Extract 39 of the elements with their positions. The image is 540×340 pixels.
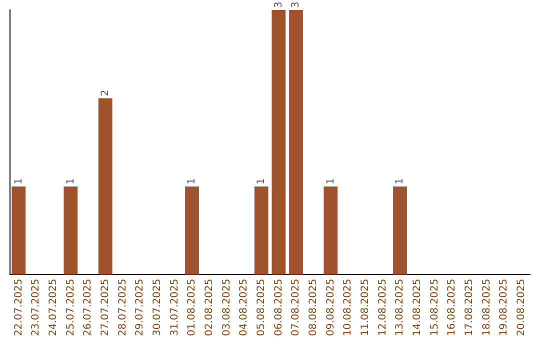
data-label: 1 (13, 178, 24, 184)
x-tick-label: 08.08.2025 (308, 278, 319, 336)
data-label: 3 (290, 2, 302, 8)
data-label: 1 (186, 178, 198, 184)
x-tick-label: 13.08.2025 (394, 278, 406, 336)
x-tick-label: 10.08.2025 (342, 278, 354, 336)
x-tick-label: 04.08.2025 (238, 278, 250, 336)
x-tick-label: 03.08.2025 (221, 278, 232, 336)
x-tick-label: 31.07.2025 (169, 278, 180, 336)
x-tick-label: 17.08.2025 (464, 278, 475, 336)
x-tick-label: 25.07.2025 (65, 278, 76, 336)
data-label: 1 (256, 178, 267, 184)
data-label: 1 (65, 178, 76, 184)
x-tick-label: 23.07.2025 (30, 278, 42, 336)
x-tick-label: 30.07.2025 (152, 278, 163, 336)
x-tick-label: 20.08.2025 (516, 278, 527, 336)
x-tick-label: 16.08.2025 (446, 278, 458, 336)
x-tick-label: 15.08.2025 (429, 278, 440, 336)
x-tick-label: 05.08.2025 (256, 278, 267, 336)
x-tick-label: 19.08.2025 (498, 278, 510, 336)
data-label: 1 (325, 178, 336, 184)
x-tick-label: 06.08.2025 (273, 278, 284, 336)
x-tick-label: 07.08.2025 (290, 278, 302, 336)
x-tick-label: 26.07.2025 (82, 278, 94, 336)
x-tick-label: 12.08.2025 (377, 278, 388, 336)
data-label: 1 (394, 178, 406, 184)
x-tick-label: 22.07.2025 (13, 278, 24, 336)
data-label: 3 (273, 2, 284, 8)
x-tick-label: 27.07.2025 (100, 278, 111, 336)
x-tick-label: 01.08.2025 (186, 278, 198, 336)
x-tick-label: 29.07.2025 (134, 278, 146, 336)
x-tick-label: 09.08.2025 (325, 278, 336, 336)
x-tick-label: 02.08.2025 (204, 278, 215, 336)
x-tick-label: 14.08.2025 (412, 278, 423, 336)
x-tick-label: 18.08.2025 (481, 278, 492, 336)
x-tick-label: 28.07.2025 (117, 278, 128, 336)
data-label: 2 (100, 90, 111, 96)
x-tick-label: 11.08.2025 (360, 278, 371, 336)
x-tick-label: 24.07.2025 (48, 278, 59, 336)
